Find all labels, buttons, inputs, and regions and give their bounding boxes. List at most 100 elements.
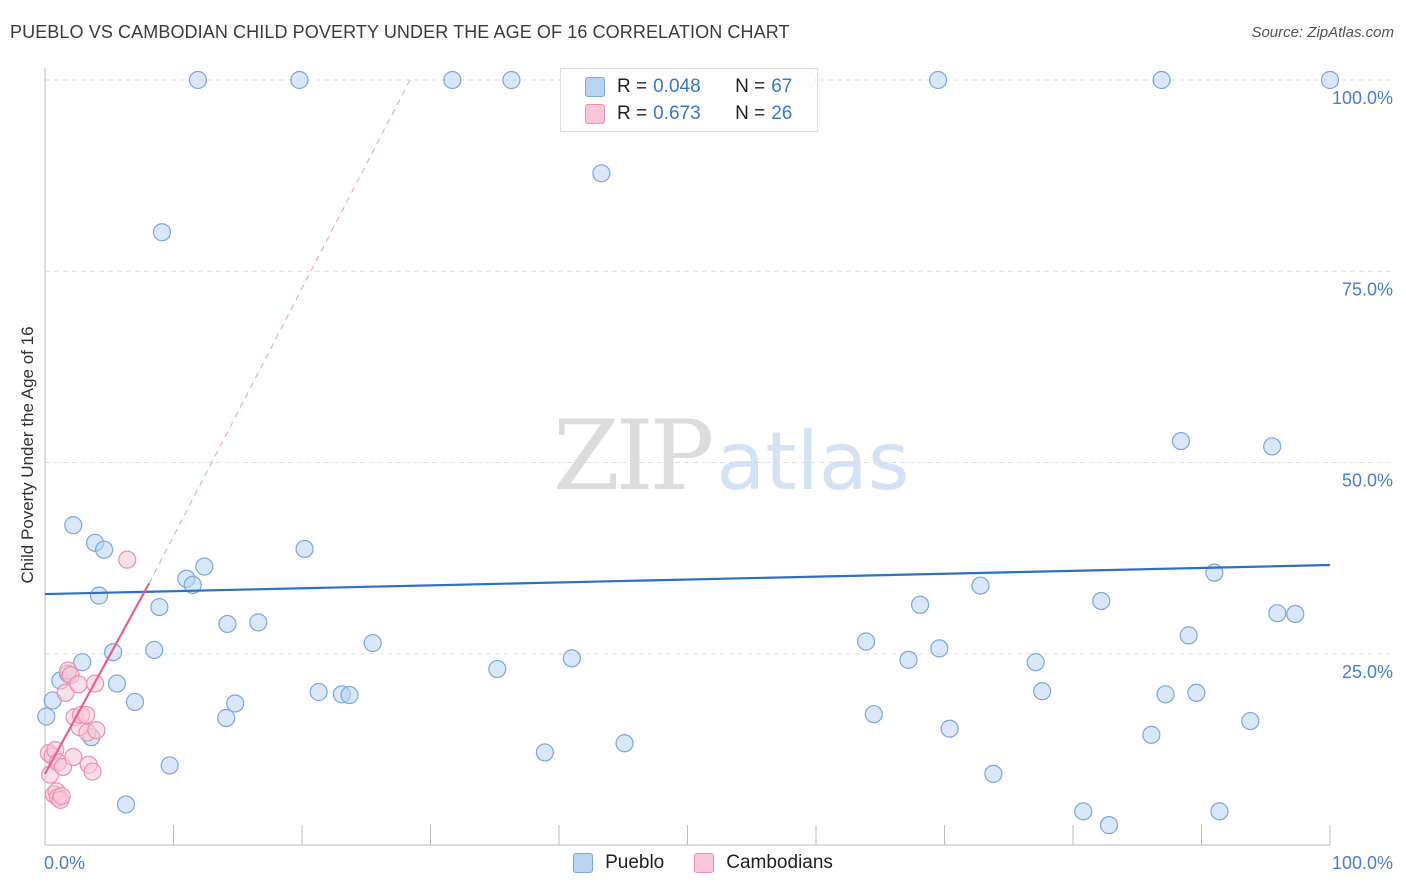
point-pueblo: [1033, 682, 1052, 701]
point-pueblo: [150, 597, 169, 617]
point-pueblo: [1263, 437, 1282, 456]
point-pueblo: [89, 586, 109, 605]
point-pueblo: [73, 653, 92, 672]
point-pueblo: [64, 516, 83, 535]
point-pueblo: [488, 659, 507, 679]
y-tick-label: 25.0%: [1342, 662, 1393, 682]
legend-label-cambodians: Cambodians: [726, 852, 833, 873]
trendline-cambodians: [44, 582, 151, 775]
series-legend: Pueblo Cambodians: [0, 852, 1406, 874]
correlation-legend: R = 0.048 N = 67 R = 0.673 N = 26: [560, 68, 818, 132]
point-cambodians: [118, 550, 137, 569]
point-pueblo: [1152, 70, 1171, 90]
point-pueblo: [160, 756, 179, 775]
point-pueblo: [615, 734, 634, 753]
watermark: ZIPatlas: [553, 400, 910, 512]
point-cambodians: [87, 721, 106, 740]
series-pueblo: [37, 70, 1340, 835]
watermark-zip: ZIP: [553, 400, 714, 512]
point-pueblo: [116, 795, 136, 814]
point-pueblo: [592, 164, 611, 183]
point-pueblo: [971, 576, 990, 595]
legend-n-value: 67: [771, 76, 793, 97]
y-tick-label: 50.0%: [1342, 471, 1393, 491]
legend-row-cambodians: R = 0.673 N = 26: [585, 102, 792, 126]
point-pueblo: [249, 613, 268, 632]
point-pueblo: [535, 743, 554, 762]
point-pueblo: [443, 70, 462, 90]
point-pueblo: [226, 694, 245, 713]
trendline-pueblo: [44, 563, 1331, 596]
legend-item-cambodians[interactable]: Cambodians: [694, 852, 833, 874]
legend-label-pueblo: Pueblo: [605, 852, 665, 873]
point-pueblo: [930, 639, 949, 658]
point-pueblo: [899, 650, 918, 669]
source-label: Source: ZipAtlas.com: [1251, 24, 1394, 41]
point-pueblo: [1142, 725, 1161, 744]
legend-swatch-cambodians: [585, 104, 605, 124]
x-tick-label: 100.0%: [1332, 853, 1393, 873]
point-pueblo: [363, 633, 382, 653]
legend-n-value: 26: [771, 103, 793, 124]
point-pueblo: [95, 540, 114, 559]
chart-title: PUEBLO VS CAMBODIAN CHILD POVERTY UNDER …: [10, 22, 790, 42]
point-pueblo: [217, 708, 236, 728]
point-pueblo: [218, 614, 237, 634]
y-tick-label: 100.0%: [1332, 88, 1393, 108]
point-pueblo: [940, 719, 959, 738]
point-pueblo: [37, 707, 56, 726]
legend-n-label: N =: [735, 103, 766, 124]
point-pueblo: [1156, 685, 1175, 704]
legend-swatch-pueblo: [573, 853, 594, 873]
point-pueblo: [145, 640, 164, 660]
point-pueblo: [1320, 70, 1340, 90]
point-pueblo: [152, 223, 172, 242]
point-pueblo: [125, 692, 145, 712]
y-tick-label: 75.0%: [1342, 279, 1393, 299]
point-pueblo: [1179, 626, 1198, 645]
point-pueblo: [984, 764, 1003, 783]
legend-row-pueblo: R = 0.048 N = 67: [585, 75, 792, 99]
point-pueblo: [562, 649, 581, 668]
point-pueblo: [1286, 604, 1305, 624]
point-cambodians: [69, 675, 88, 694]
point-pueblo: [107, 674, 127, 693]
x-tick-label: 0.0%: [44, 853, 85, 873]
point-pueblo: [864, 705, 883, 724]
point-cambodians: [83, 762, 102, 781]
point-pueblo: [1210, 802, 1229, 821]
watermark-atlas: atlas: [716, 415, 910, 508]
legend-r-value: 0.048: [653, 76, 701, 97]
point-pueblo: [1171, 431, 1191, 451]
point-pueblo: [1092, 591, 1111, 611]
point-pueblo: [195, 557, 214, 576]
legend-item-pueblo[interactable]: Pueblo: [573, 852, 664, 874]
series-cambodians: [39, 550, 137, 809]
point-pueblo: [340, 685, 359, 705]
point-pueblo: [290, 70, 309, 90]
trendline-cambodians-extension: [148, 79, 411, 584]
point-pueblo: [910, 595, 930, 614]
legend-swatch-cambodians: [694, 853, 715, 873]
legend-r-label: R =: [617, 103, 648, 124]
point-pueblo: [1187, 683, 1206, 702]
point-pueblo: [183, 575, 202, 595]
legend-r-value: 0.673: [653, 103, 701, 124]
point-cambodians: [52, 786, 71, 806]
point-pueblo: [295, 539, 314, 559]
point-pueblo: [1268, 604, 1287, 623]
point-cambodians: [56, 683, 75, 702]
point-pueblo: [928, 70, 948, 90]
point-pueblo: [1099, 816, 1119, 835]
point-pueblo: [857, 632, 876, 651]
point-pueblo: [309, 682, 328, 702]
legend-n-label: N =: [735, 76, 766, 97]
point-pueblo: [1026, 653, 1045, 672]
point-pueblo: [502, 70, 521, 90]
point-pueblo: [188, 70, 208, 90]
point-cambodians: [64, 747, 83, 767]
point-pueblo: [1074, 802, 1093, 821]
legend-swatch-pueblo: [585, 77, 605, 97]
legend-r-label: R =: [617, 76, 648, 97]
